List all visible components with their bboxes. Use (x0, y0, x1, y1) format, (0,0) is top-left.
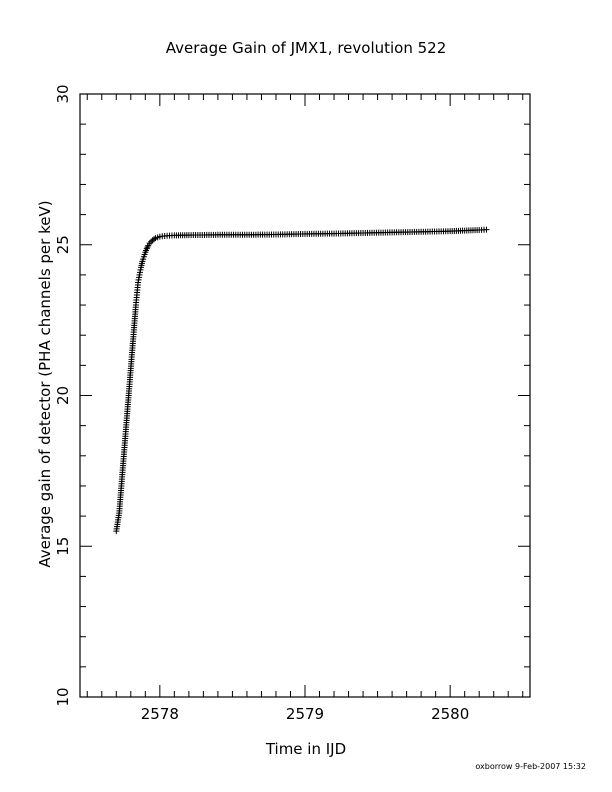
axis-tick-labels: 2578 2579 2580 10 15 20 25 30 (54, 84, 469, 723)
plot-frame (79, 93, 531, 698)
x-tick-label: 2580 (431, 705, 469, 723)
y-tick-label: 15 (54, 537, 72, 556)
chart-title: Average Gain of JMX1, revolution 522 (166, 39, 447, 57)
y-tick-label: 30 (54, 84, 72, 103)
x-axis-label: Time in IJD (265, 740, 346, 758)
y-tick-label: 20 (54, 386, 72, 405)
x-tick-label: 2578 (141, 705, 179, 723)
x-tick-label: 2579 (286, 705, 324, 723)
data-point-marker (151, 236, 158, 243)
footer-credit: oxborrow 9-Feb-2007 15:32 (475, 762, 586, 771)
y-tick-label: 25 (54, 235, 72, 254)
data-points (113, 226, 490, 535)
y-axis-label: Average gain of detector (PHA channels p… (36, 200, 54, 567)
data-point-marker (483, 226, 490, 233)
y-tick-label: 10 (54, 687, 72, 706)
axis-ticks (80, 93, 530, 698)
